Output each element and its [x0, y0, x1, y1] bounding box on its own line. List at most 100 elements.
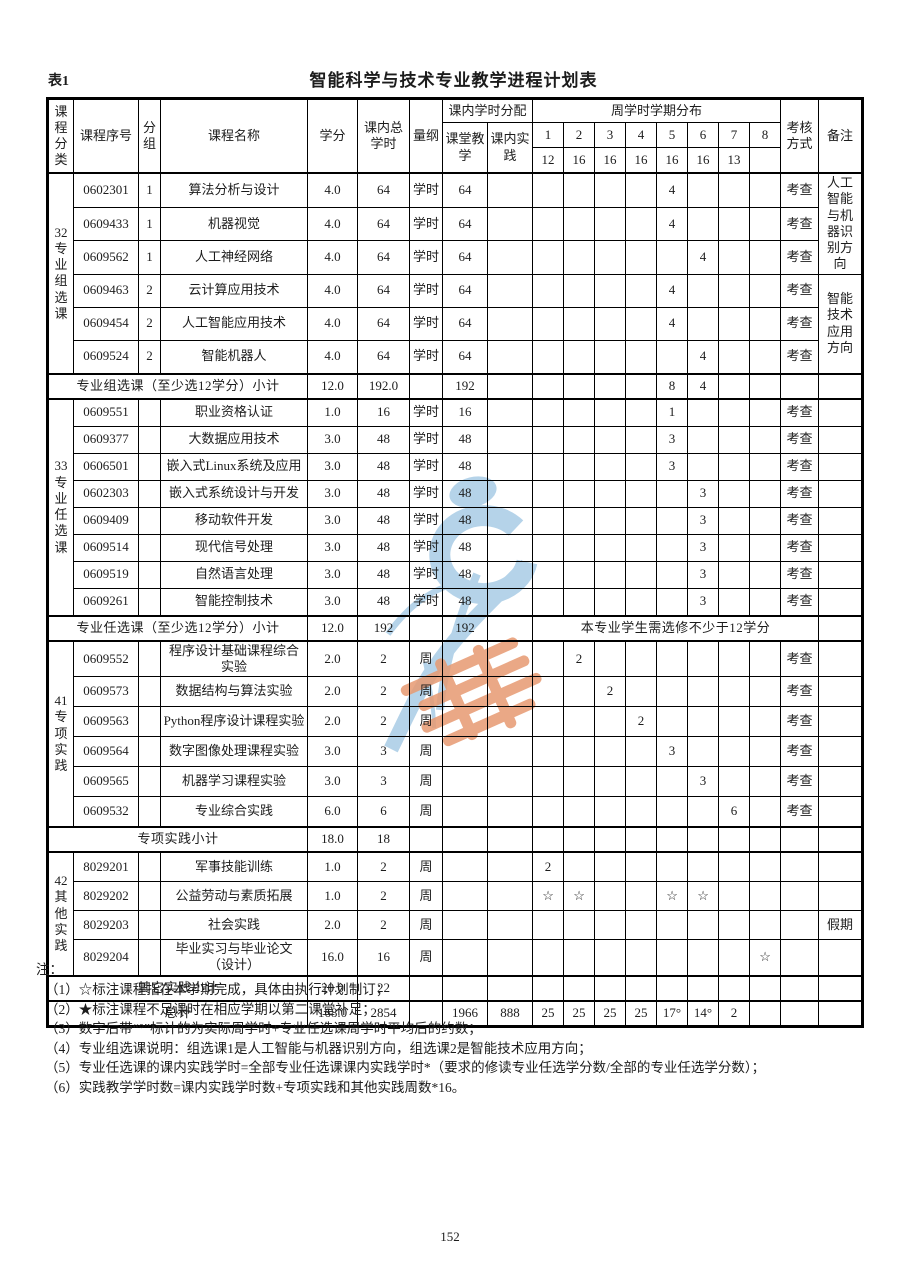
sem-3-cell — [594, 881, 627, 911]
sem-4-cell — [625, 452, 658, 481]
total-hours-cell: 2 — [357, 676, 410, 707]
sem-5-cell — [656, 796, 689, 828]
group-cell — [138, 479, 161, 508]
sem-5-cell: 4 — [656, 206, 689, 241]
sem-3-cell — [594, 306, 627, 341]
course-row: 8029204 毕业实习与毕业论文（设计） 16.0 16 周 ☆ — [48, 939, 864, 976]
credits-cell: 4.0 — [307, 206, 358, 241]
sem-3-cell — [594, 736, 627, 767]
sem-8-cell — [749, 676, 782, 707]
assessment-cell — [780, 826, 820, 853]
total-hours-cell: 48 — [357, 452, 410, 481]
credits-cell: 12.0 — [307, 614, 358, 642]
sem-4-cell — [625, 273, 658, 308]
sem-3-cell — [594, 560, 627, 589]
total-label-cell: 总计 — [47, 999, 308, 1027]
credits-cell: 12.0 — [307, 372, 358, 400]
course-name-cell: 大数据应用技术 — [160, 425, 308, 454]
classroom-hours-cell: 64 — [442, 339, 488, 374]
sem-2-cell — [563, 306, 596, 341]
practice-hours-cell — [486, 372, 534, 400]
sem-7-cell — [718, 206, 751, 241]
caption: 表1 智能科学与技术专业教学进程计划表 — [46, 66, 861, 91]
note-line: （6）实践教学学时数=课内实践学时数+专项实践和其他实践周数*16。 — [45, 1079, 466, 1095]
sem-3-cell — [594, 851, 627, 882]
credits-cell: 3.0 — [307, 533, 358, 562]
subtotal-row: 其它实践小计 20.0 22 — [47, 974, 864, 1002]
sem-1-cell — [532, 306, 565, 341]
course-row: 41专项实践 0609552 程序设计基础课程综合实验 2.0 2 周 2 考查 — [47, 639, 864, 828]
sem-3-cell — [594, 206, 627, 241]
remark-cell — [818, 999, 864, 1027]
section-category-cell: 42其他实践 — [47, 851, 74, 976]
header-credits: 学分 — [307, 98, 358, 174]
unit-cell: 学时 — [409, 273, 443, 308]
course-name-cell: 人工神经网络 — [160, 239, 308, 275]
remark-cell — [818, 736, 864, 767]
assessment-cell: 考查 — [780, 676, 820, 707]
sem-6-cell: 3 — [687, 766, 720, 797]
course-no-cell: 0609565 — [73, 766, 139, 797]
group-cell — [138, 560, 161, 589]
sem-2-cell — [563, 560, 596, 589]
assessment-cell: 考查 — [780, 239, 820, 275]
total-hours-cell: 192.0 — [357, 372, 410, 400]
sem-7-cell — [718, 339, 751, 374]
sem-8-cell — [749, 796, 782, 828]
sem-8-cell — [749, 587, 782, 616]
credits-cell: 168.0 — [307, 999, 358, 1027]
header-sem-4: 4 — [625, 122, 658, 148]
sem-1-cell — [532, 479, 565, 508]
unit-cell: 学时 — [409, 239, 443, 275]
total-hours-cell: 2 — [357, 706, 410, 737]
sem-5-cell — [656, 851, 689, 882]
sem-8-cell — [749, 372, 782, 400]
sem-7-cell — [718, 533, 751, 562]
sem-2-cell — [563, 397, 596, 427]
sem-3-cell — [594, 766, 627, 797]
header-course-no: 课程序号 — [73, 98, 139, 174]
classroom-hours-cell — [442, 910, 488, 940]
total-hours-cell: 2 — [357, 639, 410, 677]
classroom-hours-cell: 48 — [442, 452, 488, 481]
total-hours-cell: 64 — [357, 206, 410, 241]
sem-8-cell — [749, 339, 782, 374]
header-weeks-4: 16 — [625, 147, 658, 174]
group-cell: 2 — [138, 273, 161, 308]
classroom-hours-cell — [442, 676, 488, 707]
total-hours-cell: 64 — [357, 172, 410, 208]
sem-7-cell — [718, 425, 751, 454]
sem-6-cell — [687, 306, 720, 341]
practice-hours-cell — [486, 851, 534, 882]
remark-cell — [818, 425, 864, 454]
course-name-cell: 数据结构与算法实验 — [160, 676, 308, 707]
sem-4-cell — [625, 306, 658, 341]
sem-2-cell — [563, 910, 596, 940]
credits-cell: 4.0 — [307, 172, 358, 208]
unit-cell: 周 — [409, 736, 443, 767]
sem-2-cell: ☆ — [563, 881, 596, 911]
sem-1-cell — [532, 425, 565, 454]
sem-7-cell — [718, 506, 751, 535]
credits-cell: 1.0 — [307, 397, 358, 427]
group-cell — [138, 425, 161, 454]
practice-hours-cell — [486, 172, 534, 208]
course-no-cell: 0609552 — [73, 639, 139, 677]
course-row: 32专业组选课 0602301 1 算法分析与设计 4.0 64 学时 64 4 考查 人工智能与机… — [47, 172, 864, 374]
unit-cell — [409, 974, 443, 1002]
course-row: 0609377 大数据应用技术 3.0 48 学时 48 3 考查 — [48, 425, 864, 454]
course-name-cell: 智能控制技术 — [160, 587, 308, 616]
course-row: 0609565 机器学习课程实验 3.0 3 周 3 考查 — [48, 766, 864, 797]
practice-hours-cell — [486, 273, 534, 308]
sem-3-cell — [594, 506, 627, 535]
header-unit: 量纲 — [409, 98, 443, 174]
sem-8-cell — [749, 239, 782, 275]
sem-6-cell: 14° — [687, 999, 720, 1027]
assessment-cell — [780, 974, 820, 1002]
sem-4-cell — [625, 339, 658, 374]
sem-5-cell: 17° — [656, 999, 689, 1027]
sem-5-cell: ☆ — [656, 881, 689, 911]
sem-4-cell — [625, 766, 658, 797]
sem-3-cell — [594, 706, 627, 737]
group-cell — [138, 766, 161, 797]
